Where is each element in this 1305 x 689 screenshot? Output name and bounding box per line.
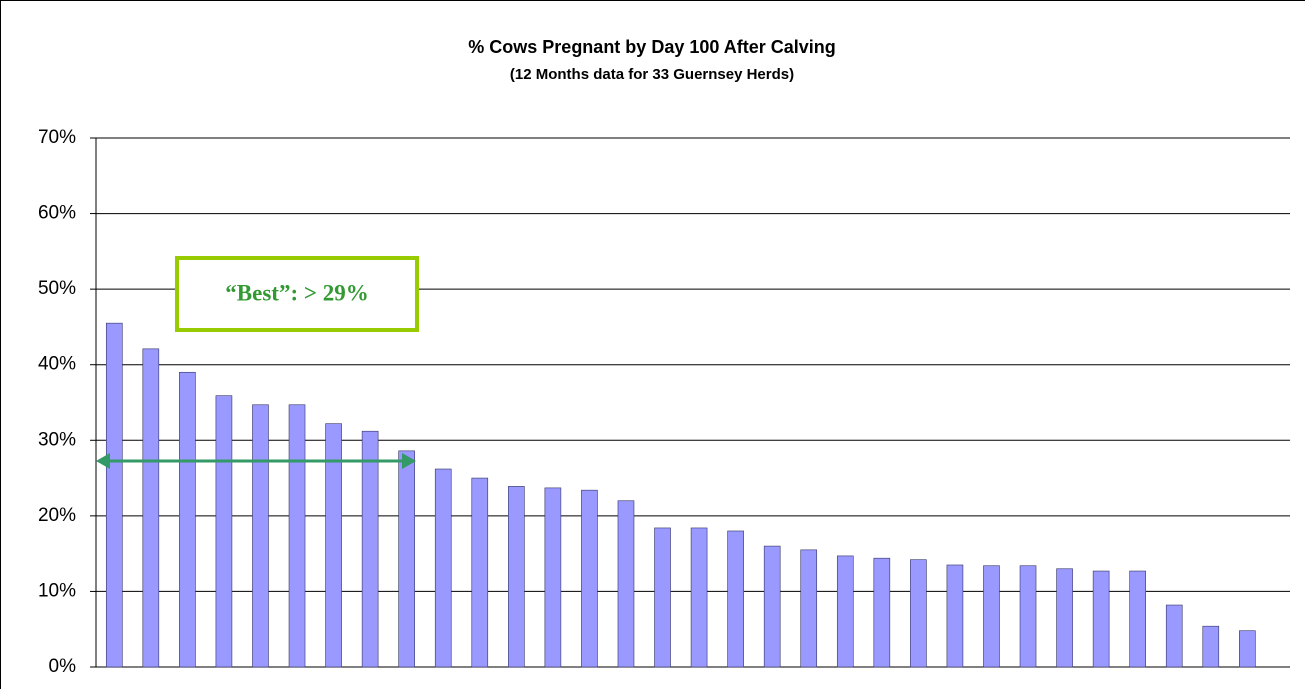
y-tick-label: 20% [38, 505, 76, 526]
y-tick-label: 40% [38, 354, 76, 375]
bar [288, 404, 306, 668]
y-tick-label: 0% [49, 656, 77, 677]
bar [508, 486, 525, 668]
annotation-layer: “Best”: > 29% [96, 256, 419, 469]
chart-subtitle: (12 Months data for 33 Guernsey Herds) [510, 66, 794, 83]
bar [581, 489, 598, 668]
y-tick-label: 60% [38, 203, 76, 224]
bar [325, 423, 342, 668]
annotation-box [175, 256, 419, 332]
y-tick-label: 10% [38, 580, 76, 601]
bar [983, 565, 1000, 668]
bar [179, 371, 196, 668]
bar [690, 527, 708, 668]
bar [617, 500, 635, 668]
bar [763, 545, 781, 668]
bar [1202, 625, 1220, 668]
y-tick-label: 50% [38, 278, 76, 299]
arrow-head [96, 453, 110, 469]
bar [252, 404, 269, 668]
bar [544, 487, 562, 668]
bar [1092, 570, 1110, 668]
bar [1129, 570, 1146, 668]
bar [1165, 604, 1183, 668]
bar [910, 559, 927, 668]
bar [946, 564, 964, 668]
bar [434, 468, 452, 668]
bar [1239, 630, 1256, 668]
bar [873, 557, 891, 668]
plot-area: 0% 10% 20% 30% 40% 50% 60% 70% [38, 127, 1290, 677]
bar [800, 549, 818, 668]
y-tick-label: 30% [38, 429, 76, 450]
y-tick-label: 70% [38, 127, 76, 148]
bar [836, 555, 854, 668]
bar [471, 477, 489, 668]
bar [215, 395, 233, 668]
bar [398, 450, 415, 668]
arrow-head [402, 453, 416, 469]
bar [727, 530, 744, 668]
bar [1056, 568, 1073, 668]
chart-title: % Cows Pregnant by Day 100 After Calving [468, 37, 835, 57]
bar [654, 527, 671, 668]
bar [142, 348, 160, 668]
annotation-text: “Best”: > 29% [225, 280, 368, 305]
bar [105, 322, 123, 668]
bar [361, 430, 379, 668]
bar [1019, 565, 1037, 668]
